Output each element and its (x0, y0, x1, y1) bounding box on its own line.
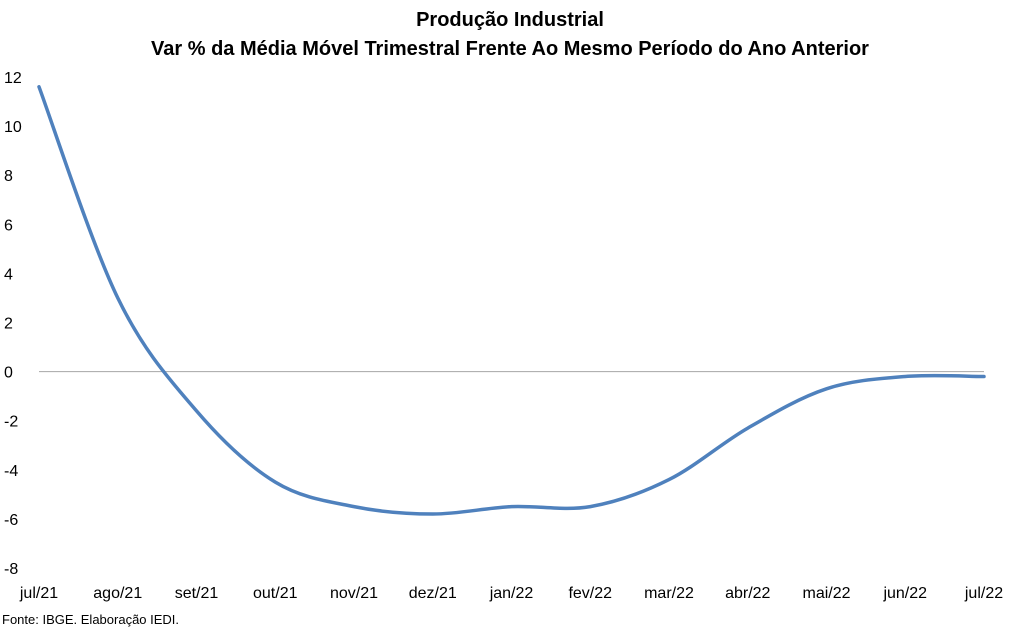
data-point-mai-22 (825, 387, 829, 391)
data-point-ago-21 (116, 296, 120, 300)
chart-subtitle: Var % da Média Móvel Trimestral Frente A… (151, 38, 869, 60)
chart-title: Produção Industrial (416, 9, 604, 31)
data-point-nov-21 (352, 505, 356, 509)
data-point-jul-22 (982, 375, 986, 379)
y-tick-label: 8 (4, 168, 13, 185)
data-point-set-21 (195, 409, 199, 413)
x-tick-label: mai/22 (802, 585, 850, 602)
y-tick-label: -8 (4, 561, 18, 578)
x-tick-label: nov/21 (330, 585, 378, 602)
x-tick-label: ago/21 (93, 585, 142, 602)
data-point-abr-22 (746, 426, 750, 430)
x-tick-label: set/21 (175, 585, 219, 602)
y-tick-label: -4 (4, 463, 18, 480)
x-axis-ticks: jul/21 ago/21 set/21 out/21 nov/21 dez/21 jan/… (19, 585, 1003, 602)
y-axis-ticks: 12 10 8 6 4 2 0 -2 -4 -6 -8 (4, 70, 22, 578)
y-tick-label: -6 (4, 512, 18, 529)
source-note: Fonte: IBGE. Elaboração IEDI. (2, 612, 180, 627)
data-point-dez-21 (431, 512, 435, 516)
x-tick-label: dez/21 (409, 585, 457, 602)
y-tick-label: 0 (4, 365, 13, 382)
y-tick-label: 2 (4, 316, 13, 333)
y-tick-label: -2 (4, 414, 18, 431)
x-tick-label: jul/22 (964, 585, 1003, 602)
y-tick-label: 10 (4, 119, 22, 136)
x-tick-label: jun/22 (882, 585, 927, 602)
x-tick-label: jul/21 (19, 585, 58, 602)
y-tick-label: 12 (4, 70, 22, 87)
data-point-mar-22 (667, 478, 671, 482)
series-line (37, 85, 986, 516)
x-tick-label: jan/22 (489, 585, 534, 602)
data-point-jul-21 (37, 85, 41, 89)
x-tick-label: out/21 (253, 585, 298, 602)
x-tick-label: fev/22 (568, 585, 612, 602)
x-tick-label: mar/22 (644, 585, 694, 602)
data-point-out-21 (273, 480, 277, 484)
y-tick-label: 4 (4, 266, 13, 283)
data-point-jan-22 (510, 505, 514, 509)
data-points (37, 85, 986, 516)
y-tick-label: 6 (4, 217, 13, 234)
data-point-fev-22 (588, 505, 592, 509)
data-point-jun-22 (903, 375, 907, 379)
x-tick-label: abr/22 (725, 585, 770, 602)
